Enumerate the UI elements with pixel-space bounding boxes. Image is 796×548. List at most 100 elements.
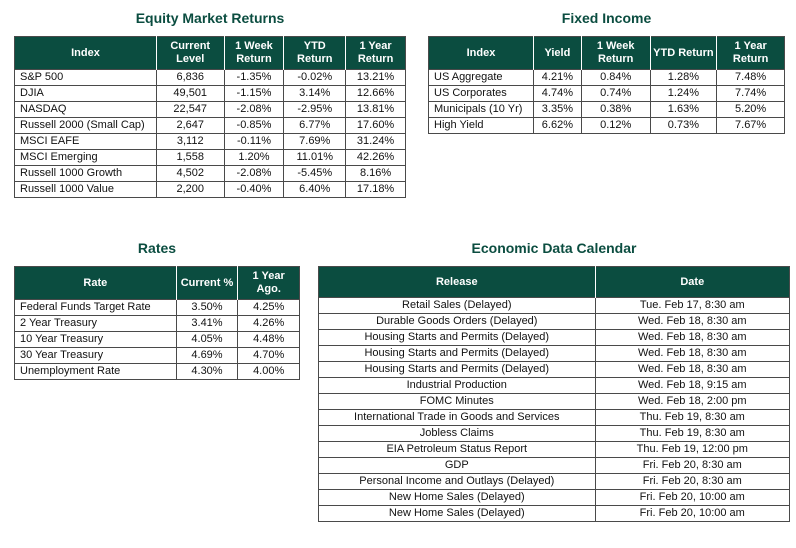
row-label-cell: New Home Sales (Delayed): [318, 489, 596, 506]
value-cell: 7.74%: [716, 85, 785, 102]
row-label-cell: Housing Starts and Permits (Delayed): [318, 361, 596, 378]
value-cell: -1.15%: [223, 85, 285, 102]
value-cell: Wed. Feb 18, 8:30 am: [594, 313, 791, 330]
value-cell: 7.48%: [716, 69, 785, 86]
table-row: EIA Petroleum Status Report Thu. Feb 19, …: [318, 441, 791, 458]
row-label-cell: Jobless Claims: [318, 425, 596, 442]
value-cell: 4.74%: [532, 85, 582, 102]
table-row: Municipals (10 Yr) 3.35% 0.38% 1.63% 5.20%: [428, 101, 785, 118]
value-cell: 22,547: [155, 101, 225, 118]
table-row: New Home Sales (Delayed) Fri. Feb 20, 10:…: [318, 489, 791, 506]
row-label-cell: US Aggregate: [428, 69, 534, 86]
row-label-cell: FOMC Minutes: [318, 393, 596, 410]
row-label-cell: Durable Goods Orders (Delayed): [318, 313, 596, 330]
table-row: FOMC Minutes Wed. Feb 18, 2:00 pm: [318, 393, 791, 410]
fixed-income-table: Index Yield 1 Week Return YTD Return 1 Year …: [428, 36, 785, 134]
column-header: Yield: [532, 36, 582, 70]
equity-market-returns-table: Index Current Level 1 Week Return YTD Retur…: [14, 36, 406, 198]
table-row: DJIA 49,501 -1.15% 3.14% 12.66%: [14, 85, 406, 102]
column-header: Date: [594, 266, 790, 298]
rates-table: Rate Current % 1 Year Ago. Federal Funds Ta…: [14, 266, 300, 380]
row-label-cell: EIA Petroleum Status Report: [318, 441, 596, 458]
value-cell: 42.26%: [345, 149, 406, 166]
value-cell: Thu. Feb 19, 8:30 am: [594, 425, 791, 442]
table-row: US Corporates 4.74% 0.74% 1.24% 7.74%: [428, 85, 785, 102]
value-cell: 3.50%: [175, 299, 239, 316]
column-header: YTD Return: [649, 36, 717, 70]
column-header: YTD Return: [283, 36, 346, 70]
column-header: 1 Year Return: [345, 36, 406, 70]
value-cell: 4.70%: [237, 347, 300, 364]
value-cell: -0.85%: [223, 117, 285, 134]
table-row: US Aggregate 4.21% 0.84% 1.28% 7.48%: [428, 69, 785, 86]
value-cell: 6,836: [155, 69, 225, 86]
table-row: MSCI Emerging 1,558 1.20% 11.01% 42.26%: [14, 149, 406, 166]
value-cell: 4.21%: [532, 69, 582, 86]
value-cell: 3.14%: [283, 85, 347, 102]
economic-data-calendar-title: Economic Data Calendar: [471, 240, 637, 256]
value-cell: 4.69%: [175, 347, 239, 364]
value-cell: Wed. Feb 18, 8:30 am: [594, 329, 791, 346]
row-label-cell: US Corporates: [428, 85, 534, 102]
row-label-cell: International Trade in Goods and Service…: [318, 409, 596, 426]
value-cell: Thu. Feb 19, 12:00 pm: [594, 441, 791, 458]
value-cell: Fri. Feb 20, 8:30 am: [594, 473, 791, 490]
value-cell: Fri. Feb 20, 8:30 am: [594, 457, 791, 474]
value-cell: 0.73%: [649, 117, 718, 134]
value-cell: 4.00%: [237, 363, 300, 380]
table-row: S&P 500 6,836 -1.35% -0.02% 13.21%: [14, 69, 406, 86]
row-label-cell: Retail Sales (Delayed): [318, 297, 596, 314]
value-cell: 5.20%: [716, 101, 785, 118]
column-header: Current %: [175, 266, 238, 300]
value-cell: 1,558: [155, 149, 225, 166]
row-label-cell: GDP: [318, 457, 596, 474]
table-row: Russell 1000 Value 2,200 -0.40% 6.40% 17.18%: [14, 181, 406, 198]
fixed-income-section: Fixed Income Index Yield 1 Week Return YTD …: [428, 8, 785, 134]
row-label-cell: MSCI EAFE: [14, 133, 157, 150]
rates-table-title: Rates: [137, 240, 177, 256]
value-cell: 17.60%: [345, 117, 406, 134]
table-row: 30 Year Treasury 4.69% 4.70%: [14, 347, 300, 364]
row-label-cell: New Home Sales (Delayed): [318, 505, 596, 522]
value-cell: 0.74%: [580, 85, 651, 102]
table-row: Russell 1000 Growth 4,502 -2.08% -5.45% 8.16…: [14, 165, 406, 182]
value-cell: 4.30%: [175, 363, 239, 380]
fixed-income-table-title: Fixed Income: [561, 10, 652, 26]
row-label-cell: MSCI Emerging: [14, 149, 157, 166]
table-row: Housing Starts and Permits (Delayed) Wed.…: [318, 361, 791, 378]
table-row: Industrial Production Wed. Feb 18, 9:15 a…: [318, 377, 791, 394]
value-cell: 0.12%: [580, 117, 651, 134]
column-header: Release: [318, 266, 596, 298]
value-cell: Fri. Feb 20, 10:00 am: [594, 505, 791, 522]
value-cell: 1.20%: [223, 149, 285, 166]
value-cell: 13.21%: [345, 69, 406, 86]
value-cell: 4.05%: [175, 331, 239, 348]
value-cell: 1.28%: [649, 69, 718, 86]
value-cell: 4.48%: [237, 331, 300, 348]
value-cell: 7.67%: [716, 117, 785, 134]
header-row: Release Date: [318, 266, 790, 298]
value-cell: -2.95%: [283, 101, 347, 118]
table-row: High Yield 6.62% 0.12% 0.73% 7.67%: [428, 117, 785, 134]
value-cell: Tue. Feb 17, 8:30 am: [594, 297, 791, 314]
row-label-cell: Housing Starts and Permits (Delayed): [318, 345, 596, 362]
column-header: 1 Year Ago.: [237, 266, 300, 300]
row-label-cell: DJIA: [14, 85, 157, 102]
column-header: 1 Week Return: [580, 36, 651, 70]
row-label-cell: Housing Starts and Permits (Delayed): [318, 329, 596, 346]
table-row: Jobless Claims Thu. Feb 19, 8:30 am: [318, 425, 791, 442]
value-cell: 11.01%: [283, 149, 347, 166]
value-cell: Thu. Feb 19, 8:30 am: [594, 409, 791, 426]
value-cell: Wed. Feb 18, 8:30 am: [594, 345, 791, 362]
column-header: 1 Week Return: [223, 36, 284, 70]
table-row: Retail Sales (Delayed) Tue. Feb 17, 8:30 …: [318, 297, 791, 314]
row-label-cell: 10 Year Treasury: [14, 331, 177, 348]
equity-table-title: Equity Market Returns: [135, 10, 285, 26]
value-cell: -2.08%: [223, 101, 285, 118]
economic-data-calendar-table: Release Date Retail Sales (Delayed) Tue. Fe…: [318, 266, 791, 522]
value-cell: 4.26%: [237, 315, 300, 332]
row-label-cell: 30 Year Treasury: [14, 347, 177, 364]
table-row: 2 Year Treasury 3.41% 4.26%: [14, 315, 300, 332]
value-cell: 31.24%: [345, 133, 406, 150]
rates-section: Rates Rate Current % 1 Year Ago. Federal Fu…: [14, 238, 300, 380]
